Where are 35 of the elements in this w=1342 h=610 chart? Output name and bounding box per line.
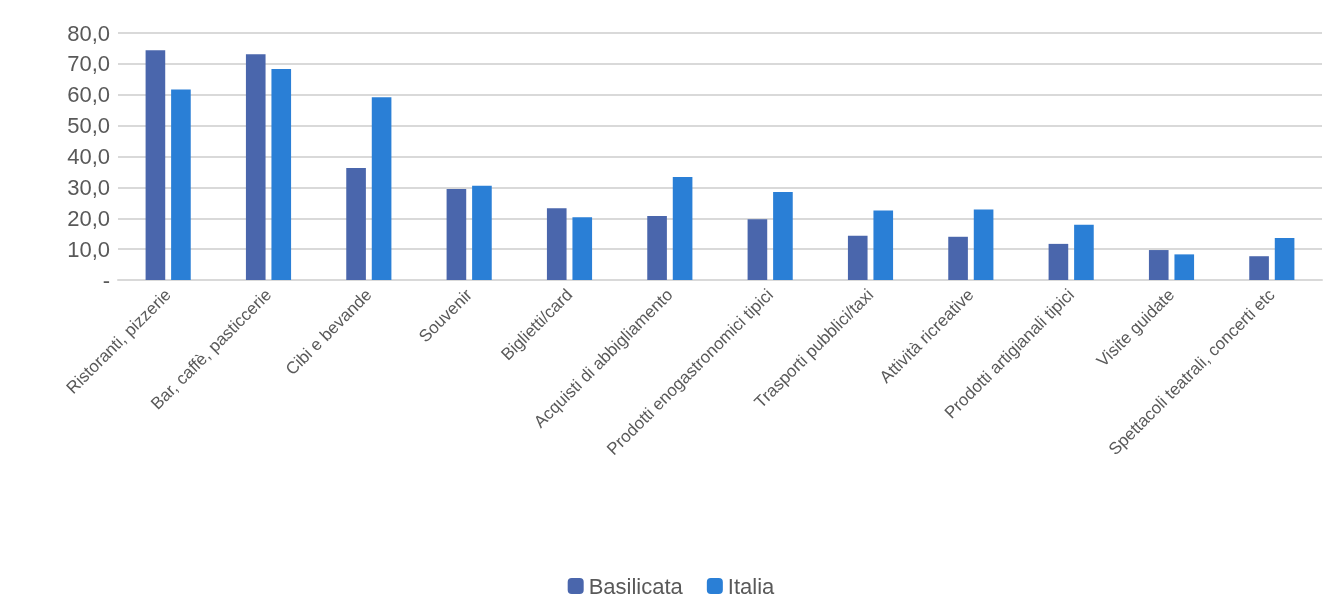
y-tick-label: 30,0 (67, 174, 110, 200)
bar (1148, 250, 1169, 280)
bar (1074, 224, 1094, 280)
bar (847, 235, 868, 280)
bar (346, 167, 366, 280)
bar (271, 69, 292, 280)
y-tick-label: - (102, 267, 110, 293)
y-tick-label: 20,0 (67, 205, 110, 231)
bar (1274, 238, 1295, 280)
y-tick-label: 80,0 (67, 20, 110, 46)
bar (371, 97, 392, 280)
bar (672, 176, 693, 280)
bar (472, 185, 492, 280)
bar (873, 210, 894, 280)
bar (572, 217, 593, 280)
bar (145, 50, 166, 280)
y-tick-label: 10,0 (67, 236, 110, 262)
legend-label: Italia (727, 573, 776, 599)
bar (546, 208, 567, 280)
bar (1249, 256, 1269, 280)
legend-label: Basilicata (588, 573, 684, 599)
bar (747, 219, 768, 280)
y-tick-label: 60,0 (67, 82, 110, 108)
bar (245, 54, 266, 280)
y-tick-label: 40,0 (67, 144, 110, 169)
bar (171, 89, 191, 280)
bar (948, 236, 968, 280)
bar (647, 216, 667, 280)
bar (1174, 254, 1195, 280)
bar (446, 188, 467, 280)
bar (773, 192, 793, 280)
bar (1048, 243, 1069, 280)
y-tick-label: 50,0 (67, 113, 110, 139)
y-tick-label: 70,0 (67, 51, 110, 77)
bar (973, 209, 994, 280)
